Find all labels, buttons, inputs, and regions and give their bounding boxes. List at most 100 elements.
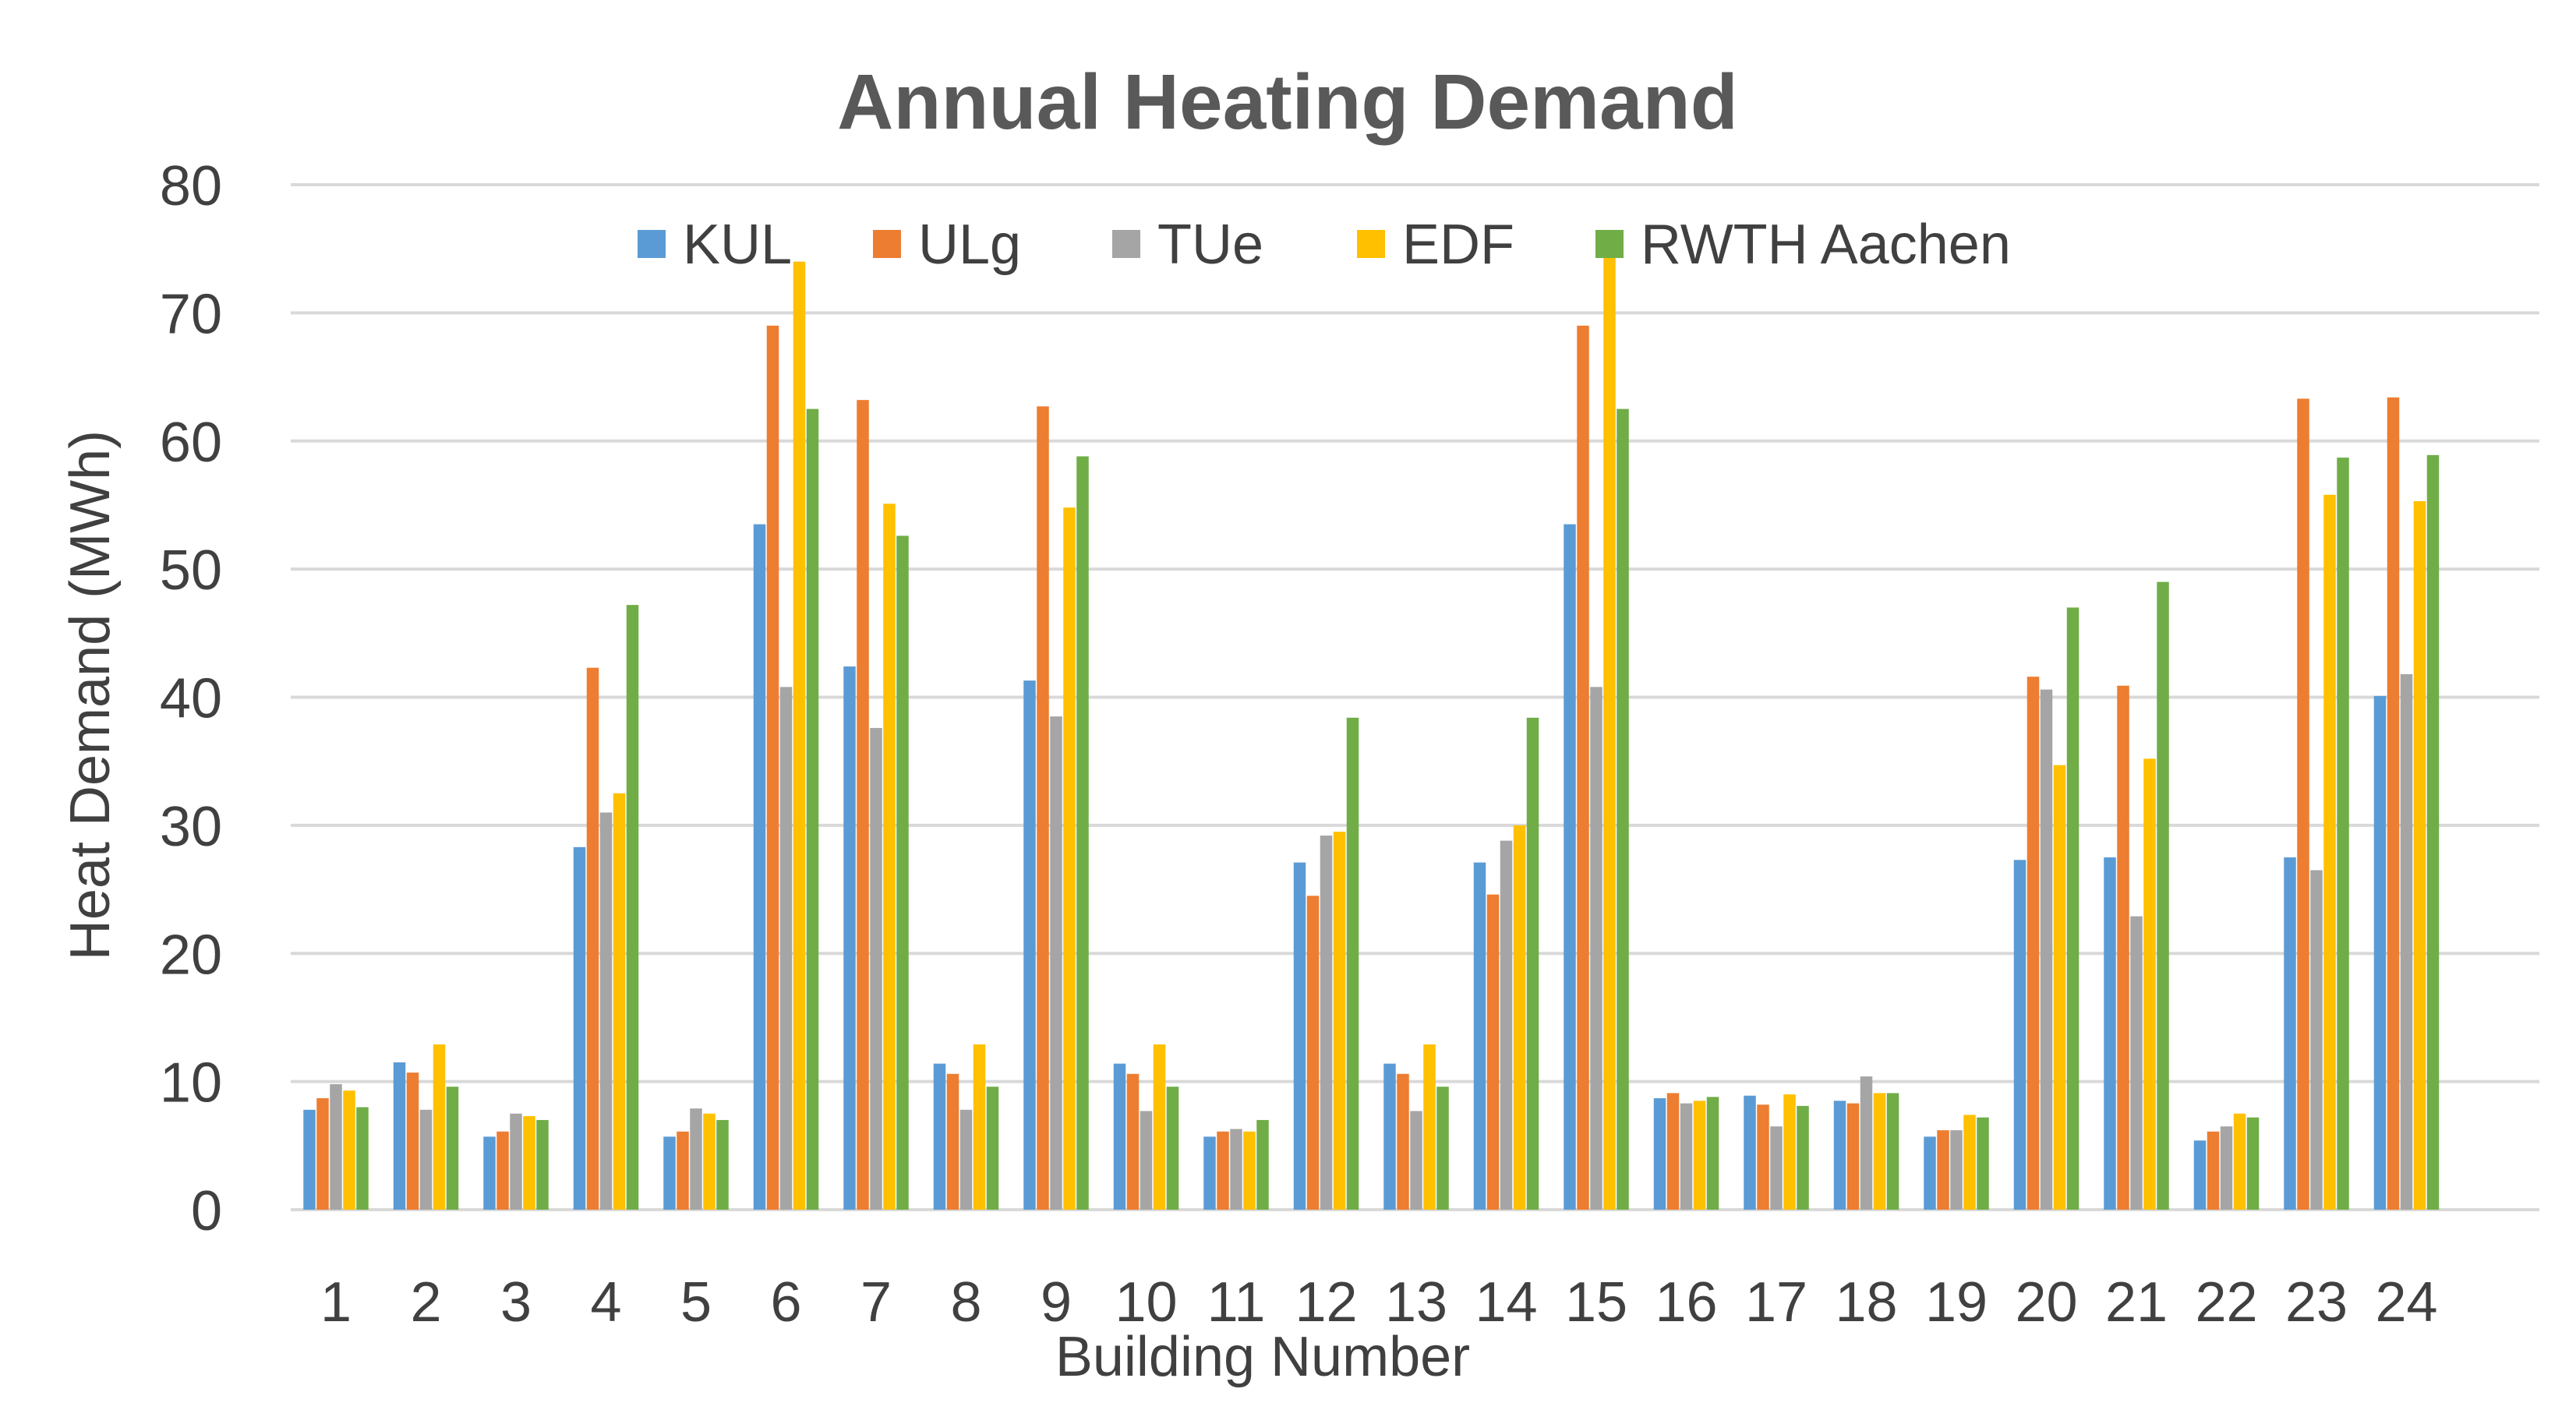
- bar: [793, 261, 806, 1210]
- bar: [1590, 687, 1602, 1210]
- x-tick-label: 16: [1655, 1271, 1717, 1334]
- x-tick-label: 13: [1385, 1271, 1447, 1334]
- x-tick-label: 5: [680, 1271, 712, 1334]
- bar: [536, 1119, 549, 1210]
- y-tick-label: 10: [160, 1052, 222, 1115]
- legend-swatch: [1112, 230, 1140, 258]
- bar: [1383, 1063, 1396, 1210]
- legend-label: ULg: [918, 214, 1021, 276]
- bar: [1140, 1111, 1153, 1210]
- bar: [1617, 408, 1629, 1210]
- y-tick-label: 80: [160, 155, 222, 217]
- bar: [2284, 857, 2296, 1210]
- bar: [1693, 1101, 1706, 1210]
- bar: [1153, 1044, 1166, 1210]
- x-tick-label: 10: [1115, 1271, 1177, 1334]
- bar: [2013, 860, 2027, 1210]
- bar: [419, 1109, 433, 1210]
- chart-title: Annual Heating Demand: [837, 58, 1738, 146]
- bar: [870, 727, 882, 1210]
- legend-swatch: [1357, 230, 1385, 258]
- bar: [1397, 1073, 1409, 1210]
- y-tick-label: 50: [160, 539, 222, 602]
- legend-swatch: [638, 230, 666, 258]
- bar: [1666, 1093, 1680, 1210]
- bar: [626, 605, 639, 1210]
- bar: [1680, 1103, 1693, 1210]
- bar: [1744, 1095, 1756, 1210]
- bar: [1050, 716, 1062, 1210]
- bar: [2426, 454, 2440, 1210]
- legend-item: EDF: [1357, 214, 1514, 276]
- bar: [599, 812, 613, 1210]
- x-tick-label: 11: [1207, 1271, 1266, 1334]
- bar: [393, 1062, 406, 1210]
- x-tick-label: 8: [950, 1271, 981, 1334]
- bar: [986, 1087, 999, 1210]
- bar: [2066, 607, 2080, 1210]
- bar: [2413, 501, 2426, 1210]
- bar: [2027, 677, 2040, 1210]
- bar: [1603, 255, 1616, 1210]
- x-tick-label: 22: [2195, 1271, 2257, 1334]
- legend-swatch: [873, 230, 901, 258]
- bar: [883, 504, 896, 1210]
- legend-label: EDF: [1402, 214, 1514, 276]
- bar: [1783, 1094, 1796, 1210]
- bar: [690, 1108, 702, 1210]
- bar: [1833, 1101, 1846, 1210]
- bar: [663, 1136, 676, 1210]
- x-axis-ticks: 1 2 3 4 5 6 7 8 9 10 11 12 13 14 15 16 17 18 19 20 21 22 23 24: [320, 1271, 2438, 1334]
- bar: [1230, 1129, 1242, 1210]
- bar: [1126, 1073, 1140, 1210]
- bar: [1706, 1097, 1719, 1210]
- bar: [446, 1087, 459, 1210]
- bar: [1860, 1076, 1873, 1210]
- x-tick-label: 15: [1565, 1271, 1627, 1334]
- bar: [1797, 1105, 1809, 1210]
- bar: [586, 667, 599, 1210]
- bar: [1770, 1126, 1783, 1210]
- bar: [1526, 717, 1539, 1210]
- x-tick-label: 1: [320, 1271, 352, 1334]
- bar: [406, 1073, 419, 1210]
- bar: [1293, 862, 1306, 1210]
- bar: [806, 408, 819, 1210]
- legend-label: RWTH Aachen: [1641, 214, 2011, 276]
- bar: [933, 1063, 946, 1210]
- bar: [1846, 1103, 1860, 1210]
- y-axis-ticks: 0 10 20 30 40 50 60 70 80: [160, 155, 222, 1242]
- bar: [1513, 825, 1526, 1210]
- bar: [523, 1116, 535, 1210]
- bar: [857, 400, 869, 1210]
- x-tick-label: 14: [1475, 1271, 1537, 1334]
- bar: [1924, 1136, 1936, 1210]
- bar: [1410, 1111, 1422, 1210]
- bar: [343, 1090, 355, 1210]
- bar: [2117, 685, 2129, 1210]
- bar: [1564, 524, 1576, 1210]
- legend: KUL ULg TUe EDF RWTH Aachen: [638, 214, 2011, 276]
- bar: [1653, 1097, 1666, 1210]
- bar: [959, 1109, 973, 1210]
- x-tick-label: 9: [1041, 1271, 1072, 1334]
- bar: [2220, 1126, 2233, 1210]
- x-tick-label: 3: [500, 1271, 532, 1334]
- bar: [1757, 1104, 1769, 1210]
- bar: [843, 666, 856, 1210]
- y-tick-label: 70: [160, 283, 222, 345]
- bar: [1423, 1044, 1436, 1210]
- bar: [316, 1097, 329, 1210]
- x-tick-label: 20: [2015, 1271, 2077, 1334]
- bar: [1243, 1131, 1256, 1210]
- bar: [946, 1073, 959, 1210]
- bar: [1320, 836, 1333, 1210]
- gridlines: [291, 183, 2539, 1211]
- bar: [1346, 717, 1359, 1210]
- bar: [2323, 494, 2336, 1210]
- legend-label: KUL: [683, 214, 792, 276]
- bar: [1306, 896, 1320, 1210]
- bar: [2246, 1117, 2260, 1210]
- bar: [896, 535, 909, 1210]
